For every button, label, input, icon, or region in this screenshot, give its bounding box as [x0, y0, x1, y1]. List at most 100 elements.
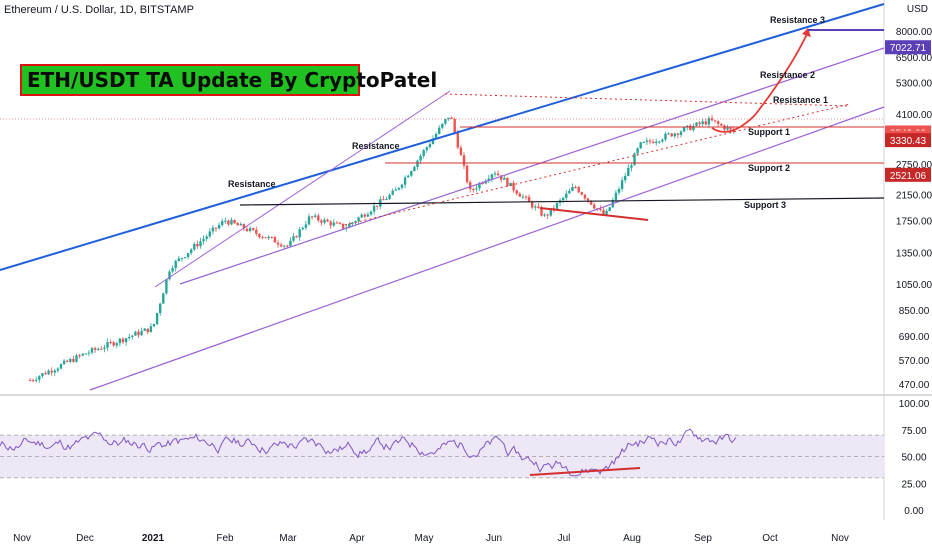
- candle-body: [128, 336, 131, 339]
- candle-body: [357, 217, 360, 222]
- candle-body: [493, 173, 497, 175]
- candle-body: [651, 141, 655, 144]
- candle-body: [314, 215, 317, 217]
- candle-body: [320, 220, 323, 223]
- time-tick-label: Jun: [486, 533, 502, 544]
- candle-body: [363, 214, 366, 217]
- candle-body: [84, 353, 87, 355]
- annotation-label: Support 1: [748, 127, 790, 137]
- candle-body: [143, 328, 146, 331]
- candle-body: [521, 196, 525, 198]
- candle-body: [301, 227, 304, 230]
- candle-body: [620, 180, 624, 190]
- candle-body: [586, 198, 590, 201]
- candle-body: [487, 178, 490, 181]
- candle-body: [255, 229, 258, 234]
- candle-body: [242, 223, 246, 229]
- candle-body: [193, 244, 196, 250]
- candle-body: [137, 331, 140, 336]
- candle-body: [180, 257, 184, 259]
- candle-body: [400, 184, 404, 188]
- candle-body: [534, 206, 537, 208]
- candle-body: [568, 190, 571, 194]
- candle-body: [723, 125, 726, 130]
- candle-body: [636, 148, 639, 154]
- channel-inner-line: [154, 90, 451, 288]
- candle-body: [679, 131, 683, 135]
- candle-body: [599, 208, 602, 210]
- annotation-label: Resistance: [228, 179, 276, 189]
- candle-body: [174, 260, 177, 269]
- candle-body: [341, 223, 345, 229]
- candle-body: [310, 216, 314, 218]
- rsi-tick-label: 100.00: [899, 399, 930, 410]
- candle-body: [307, 216, 311, 225]
- candle-body: [531, 201, 534, 208]
- candle-body: [673, 133, 676, 137]
- candle-body: [624, 176, 627, 181]
- candle-body: [90, 348, 94, 353]
- candle-body: [369, 211, 373, 215]
- candle-body: [100, 348, 103, 350]
- candle-body: [667, 133, 670, 135]
- candle-body: [496, 173, 500, 176]
- annotation-label: Resistance 2: [760, 70, 815, 80]
- candle-body: [304, 224, 308, 228]
- candle-body: [403, 177, 407, 185]
- candle-body: [428, 144, 432, 148]
- candle-body: [224, 220, 227, 222]
- time-axis: Nov Dec 2021 Feb Mar Apr May Jun Jul Aug Sep Oct Nov: [13, 533, 849, 544]
- candle-body: [205, 236, 208, 239]
- time-tick-label: Nov: [831, 533, 849, 544]
- time-tick-label: Aug: [623, 533, 641, 544]
- candle-body: [701, 121, 704, 125]
- candle-body: [394, 189, 397, 191]
- candle-body: [134, 331, 137, 336]
- candle-body: [165, 279, 168, 294]
- candle-body: [670, 133, 673, 137]
- annotation-labels: Resistance Resistance Resistance 1 Resistan…: [228, 15, 828, 210]
- candle-body: [648, 140, 652, 142]
- candle-body: [438, 127, 441, 134]
- annotation-label: Resistance 3: [770, 15, 825, 25]
- candle-body: [416, 160, 419, 167]
- candle-body: [283, 245, 286, 247]
- annotation-label: Support 2: [748, 163, 790, 173]
- candle-body: [376, 205, 379, 207]
- candle-body: [661, 139, 664, 142]
- candle-body: [602, 209, 605, 216]
- price-tick-label: 1750.00: [896, 216, 932, 227]
- candle-body: [450, 117, 453, 120]
- candle-body: [543, 214, 546, 216]
- candle-body: [97, 348, 100, 350]
- candle-body: [475, 188, 478, 190]
- candle-body: [273, 237, 277, 243]
- candle-body: [87, 352, 91, 354]
- candle-body: [431, 138, 435, 145]
- time-tick-label: 2021: [142, 533, 165, 544]
- candle-body: [462, 155, 466, 166]
- resistance-channel-line: [0, 3, 885, 271]
- candle-body: [264, 237, 267, 239]
- currency-unit-label: USD: [907, 4, 928, 15]
- time-tick-label: Dec: [76, 533, 94, 544]
- candle-body: [366, 214, 370, 217]
- price-tick-label: 850.00: [899, 306, 930, 317]
- candle-body: [146, 328, 149, 333]
- price-tick-label: 8000.00: [896, 27, 932, 38]
- candle-body: [155, 313, 159, 324]
- candle-body: [28, 380, 32, 382]
- candle-body: [469, 182, 472, 190]
- candle-body: [422, 150, 425, 156]
- price-tick-label: 470.00: [899, 380, 930, 391]
- channel-mid-line: [179, 47, 885, 285]
- candle-body: [53, 370, 56, 373]
- candle-body: [555, 202, 559, 209]
- price-tag-bg: [885, 40, 931, 55]
- rsi-tick-label: 75.00: [901, 426, 926, 437]
- candle-body: [704, 121, 707, 125]
- candle-body: [447, 117, 450, 120]
- candle-body: [512, 182, 515, 191]
- candle-body: [524, 196, 528, 198]
